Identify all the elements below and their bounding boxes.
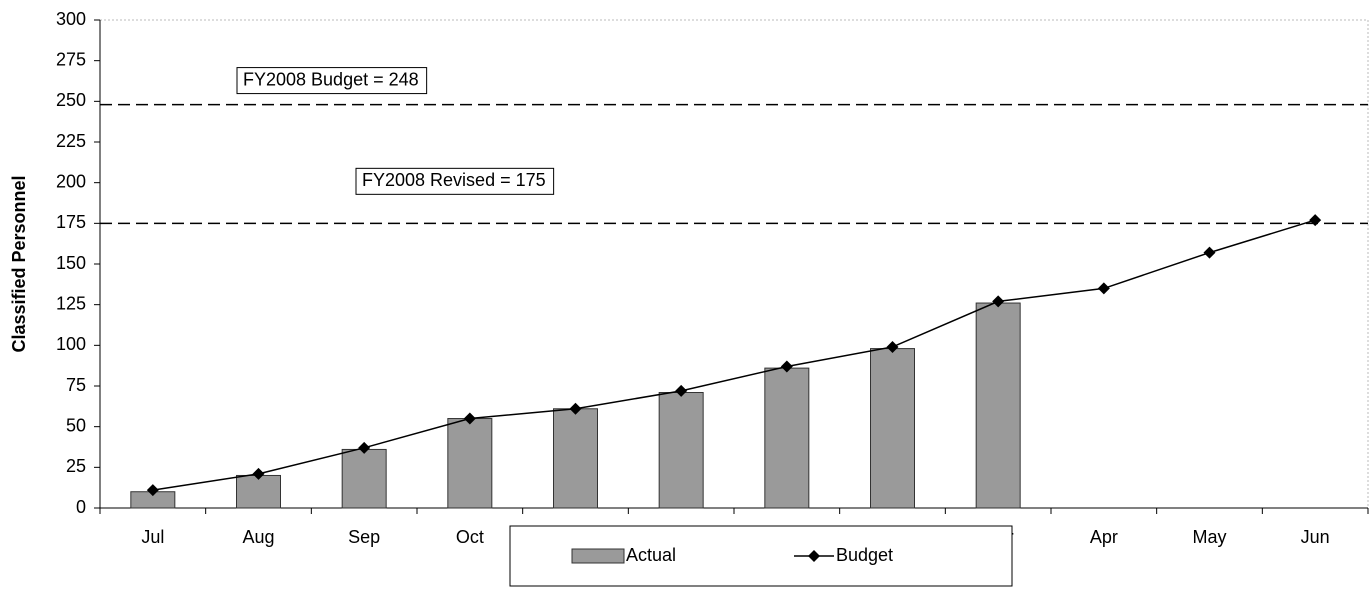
- reference-label-box: [236, 67, 428, 95]
- reference-label: FY2008 Revised = 175: [362, 170, 546, 190]
- line-marker: [780, 360, 793, 373]
- x-tick-label: Oct: [456, 527, 484, 547]
- line-marker: [1309, 214, 1322, 227]
- line-marker: [675, 384, 688, 397]
- y-tick-label: 100: [56, 334, 86, 354]
- reference-label: FY2008 Budget = 248: [243, 69, 419, 89]
- line-marker: [1097, 282, 1110, 295]
- legend-label: Budget: [836, 545, 893, 565]
- y-tick-label: 50: [66, 415, 86, 435]
- bar: [341, 448, 387, 509]
- y-tick-label: 125: [56, 293, 86, 313]
- y-tick-label: 25: [66, 456, 86, 476]
- line-marker: [146, 484, 159, 497]
- x-tick-label: Sep: [348, 527, 380, 547]
- y-tick-label: 275: [56, 49, 86, 69]
- line-marker: [992, 295, 1005, 308]
- y-tick-label: 75: [66, 375, 86, 395]
- line-marker: [463, 412, 476, 425]
- y-tick-label: 300: [56, 9, 86, 29]
- x-tick-label: Aug: [242, 527, 274, 547]
- legend-label: Actual: [626, 545, 676, 565]
- bar: [658, 392, 704, 509]
- x-tick-label: Apr: [1090, 527, 1118, 547]
- y-tick-label: 150: [56, 253, 86, 273]
- y-tick-label: 250: [56, 90, 86, 110]
- y-tick-label: 200: [56, 171, 86, 191]
- bar: [447, 418, 493, 509]
- bar: [236, 474, 281, 509]
- y-axis-label: Classified Personnel: [9, 175, 29, 352]
- y-tick-label: 0: [76, 497, 86, 517]
- line: [152, 219, 1316, 491]
- line-marker: [569, 402, 582, 415]
- line-marker: [252, 467, 265, 480]
- line-marker: [1203, 246, 1216, 259]
- legend-swatch: [571, 548, 625, 564]
- bar: [553, 408, 598, 509]
- bar: [764, 367, 810, 509]
- x-tick-label: Jul: [141, 527, 164, 547]
- y-tick-label: 225: [56, 131, 86, 151]
- y-tick-label: 175: [56, 212, 86, 232]
- legend-swatch: [808, 550, 820, 562]
- line-marker: [886, 340, 899, 353]
- bar: [870, 348, 915, 509]
- x-tick-label: May: [1192, 527, 1226, 547]
- reference-label-box: [355, 167, 555, 195]
- x-tick-label: Jun: [1301, 527, 1330, 547]
- bar: [975, 302, 1021, 509]
- line-marker: [358, 441, 371, 454]
